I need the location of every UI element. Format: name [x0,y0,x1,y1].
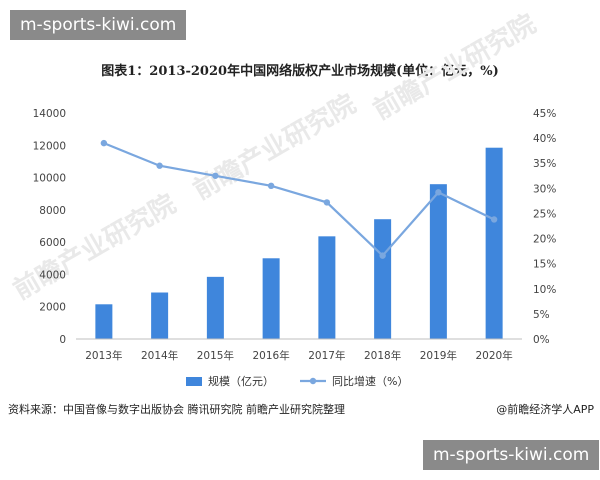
bar-0 [95,304,113,339]
growth-point-2 [212,172,219,179]
y-left-tick-7: 14000 [33,108,66,120]
y-right-tick-9: 45% [533,108,556,120]
bar-1 [151,292,169,339]
legend-line-marker [309,377,317,385]
x-tick-1: 2014年 [141,349,178,362]
x-tick-2: 2015年 [197,349,234,362]
growth-point-0 [100,139,108,147]
watermark-text-1: 前瞻产业研究院 [188,88,361,206]
y-right-tick-2: 10% [533,284,556,296]
bar-3 [262,258,280,339]
watermark-banner-top: m-sports-kiwi.com [10,10,187,40]
axes: 0 2000 4000 6000 8000 10000 12000 14000 0% 5% 10% 1… [33,108,557,362]
watermark-text-2: 前瞻产业研究院 [368,8,541,126]
y-right-tick-7: 35% [533,158,556,170]
x-tick-0: 2013年 [85,349,122,362]
x-tick-7: 2020年 [476,349,513,362]
y-right-tick-8: 40% [533,133,556,145]
y-left-tick-4: 8000 [39,205,66,217]
y-right-tick-0: 0% [533,334,550,346]
bar-6 [429,184,447,339]
legend: 规模（亿元） 同比增速（%） [186,374,408,388]
x-tick-4: 2017年 [308,349,345,362]
y-left-tick-0: 0 [59,334,66,346]
y-right-tick-5: 25% [533,208,556,220]
x-tick-6: 2019年 [420,349,457,362]
growth-point-3 [267,182,275,190]
growth-point-7 [490,216,498,223]
growth-point-6 [435,189,442,196]
legend-bar-swatch [186,377,202,386]
credit-note: @前瞻经济学人APP [496,403,594,416]
legend-line-label: 同比增速（%） [332,374,408,388]
bar-2 [206,276,224,339]
y-right-tick-1: 5% [533,309,550,321]
growth-point-5 [379,252,386,259]
y-left-tick-6: 12000 [33,140,66,152]
y-left-tick-1: 2000 [39,302,66,314]
y-left-tick-5: 10000 [33,173,66,185]
bar-5 [374,219,392,339]
y-right-tick-3: 15% [533,259,556,271]
bar-7 [485,147,503,339]
growth-line [103,142,495,258]
growth-point-4 [323,199,331,206]
chart-title: 图表1：2013-2020年中国网络版权产业市场规模(单位：亿元，%) [101,64,499,79]
y-left-tick-2: 4000 [39,269,66,281]
bar-4 [318,236,336,339]
bar-series [95,147,503,339]
legend-bar-label: 规模（亿元） [208,374,274,388]
y-left-tick-3: 6000 [39,237,66,249]
watermark-banner-bottom: m-sports-kiwi.com [423,440,600,470]
growth-point-1 [156,162,163,169]
source-note: 资料来源：中国音像与数字出版协会 腾讯研究院 前瞻产业研究院整理 [8,403,345,416]
x-tick-5: 2018年 [364,349,401,362]
line-series [100,139,498,259]
y-right-tick-4: 20% [533,234,556,246]
x-tick-3: 2016年 [253,349,290,362]
watermark-text-0: 前瞻产业研究院 [8,188,181,306]
y-right-tick-6: 30% [533,183,556,195]
